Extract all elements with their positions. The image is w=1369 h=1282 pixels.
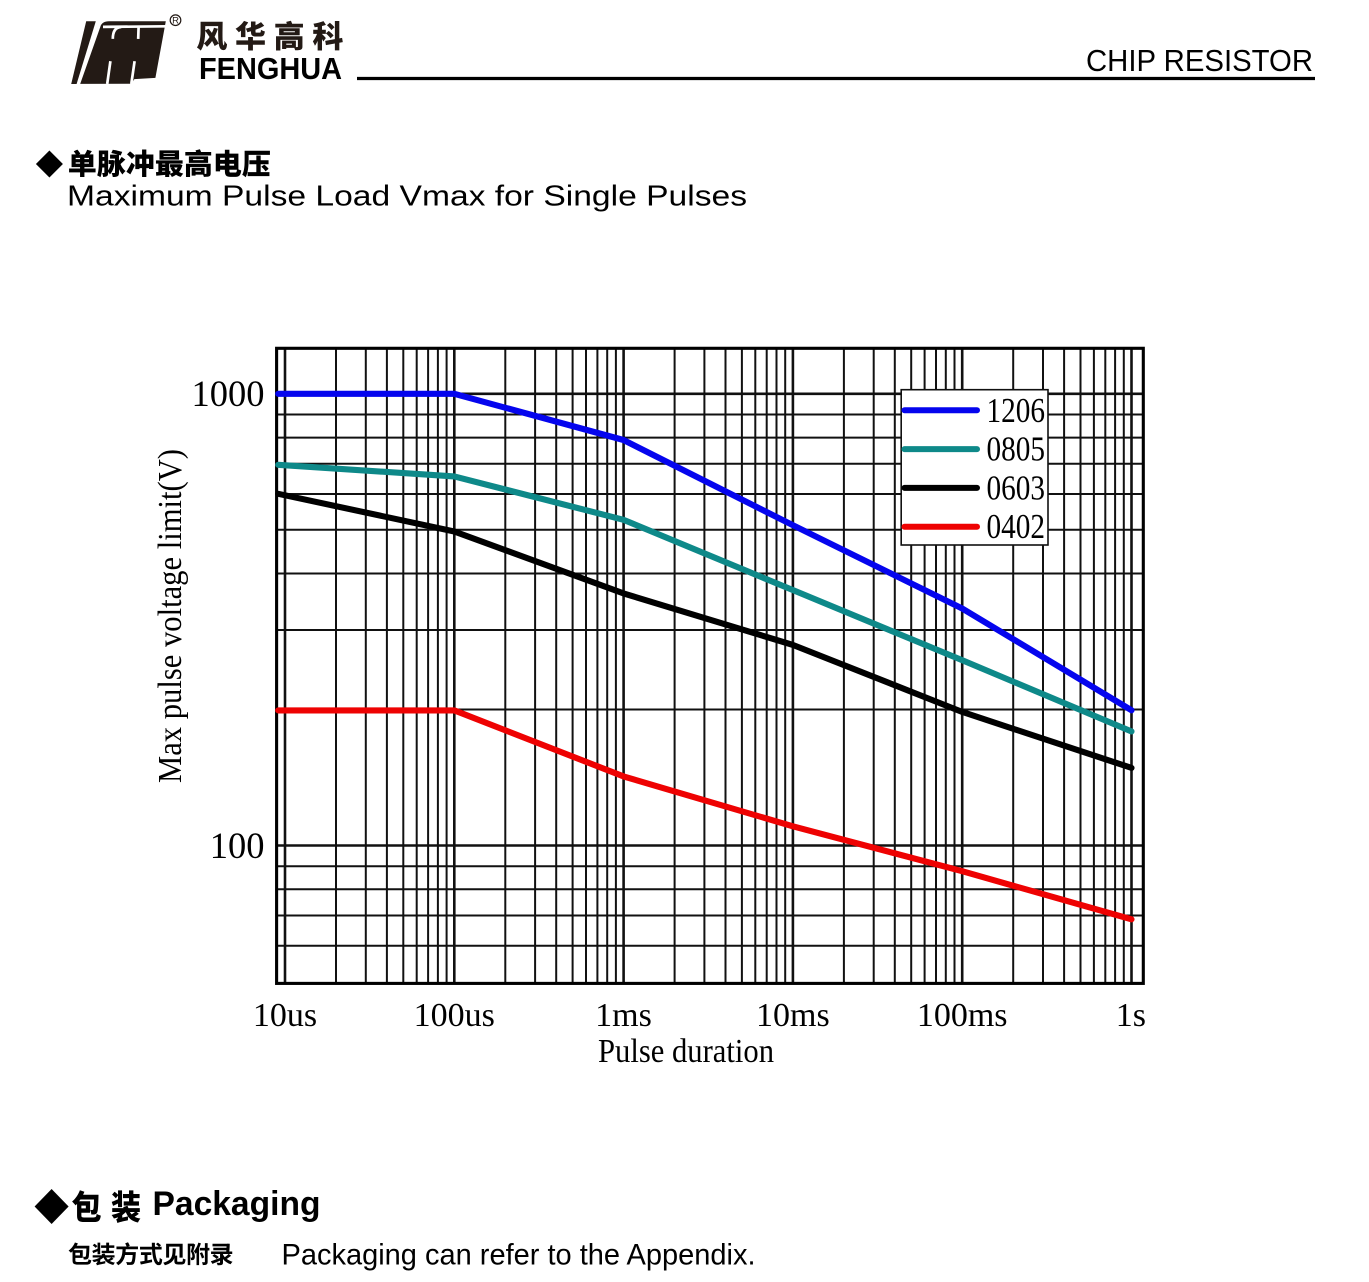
svg-text:1ms: 1ms (595, 997, 652, 1034)
svg-text:1000: 1000 (192, 373, 265, 414)
svg-text:100us: 100us (414, 997, 495, 1034)
svg-text:1s: 1s (1116, 997, 1146, 1034)
svg-text:R: R (172, 16, 179, 27)
svg-text:Max pulse voltage limit(V): Max pulse voltage limit(V) (152, 449, 189, 783)
svg-text:1206: 1206 (987, 391, 1046, 430)
svg-text:CHIP RESISTOR: CHIP RESISTOR (1086, 44, 1313, 78)
svg-text:100ms: 100ms (917, 997, 1008, 1034)
svg-text:Packaging: Packaging (153, 1185, 321, 1223)
svg-text:10us: 10us (253, 997, 317, 1034)
svg-text:Pulse duration: Pulse duration (598, 1033, 774, 1070)
svg-text:0805: 0805 (987, 430, 1046, 469)
svg-text:FENGHUA: FENGHUA (199, 53, 342, 86)
svg-text:Packaging can refer to the App: Packaging can refer to the Appendix. (282, 1238, 756, 1271)
svg-text:0603: 0603 (987, 468, 1046, 507)
svg-text:Maximum Pulse Load Vmax for Si: Maximum Pulse Load Vmax for Single Pulse… (67, 181, 747, 213)
svg-text:0402: 0402 (987, 507, 1046, 546)
svg-text:100: 100 (210, 825, 265, 866)
svg-text:10ms: 10ms (756, 997, 830, 1034)
